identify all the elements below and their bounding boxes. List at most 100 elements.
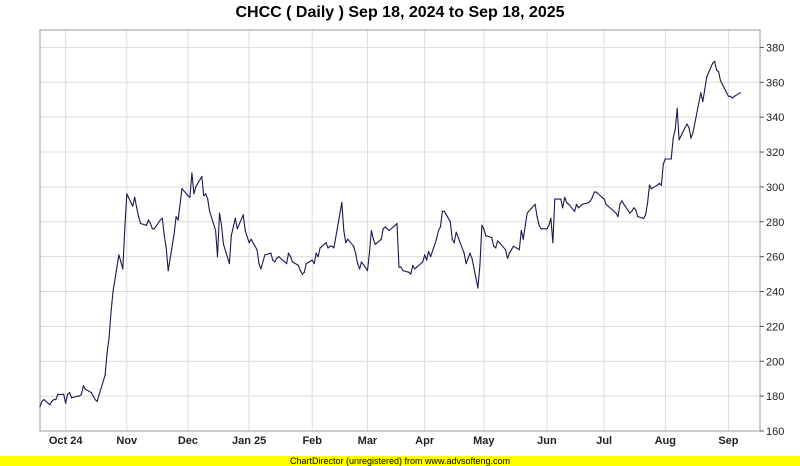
data-point [402,270,404,272]
data-point [499,242,501,244]
data-point [577,207,580,209]
data-point [384,226,386,228]
x-tick-label: Aug [655,435,676,447]
data-point [658,182,661,184]
data-point [313,263,315,265]
data-point [317,256,319,258]
data-point [120,261,122,263]
y-tick-label: 180 [766,391,784,403]
y-tick-label: 340 [766,112,784,124]
data-point [291,261,294,263]
data-point [124,228,126,230]
data-point [207,198,209,200]
data-point [601,196,603,198]
data-point [718,71,720,73]
y-tick-label: 320 [766,147,784,159]
data-point [218,212,221,214]
data-point [719,80,722,82]
data-point [118,254,120,256]
y-tick-label: 220 [766,321,784,333]
data-point [581,203,584,205]
data-point [106,351,108,354]
data-point [591,196,593,198]
data-point [733,95,736,97]
data-point [449,221,451,223]
data-point [341,202,343,204]
data-point [439,226,441,228]
data-point [574,210,576,212]
data-point [550,217,552,219]
data-point [554,198,556,200]
data-point [424,254,426,256]
data-point [315,252,317,254]
data-point [690,137,692,139]
data-point [493,245,495,247]
data-point [297,264,299,266]
data-point [136,207,138,209]
data-point [607,205,609,207]
data-point [303,271,305,273]
data-point [522,238,524,240]
data-point [674,128,676,130]
data-point [76,395,79,397]
data-point [55,399,57,401]
data-point [712,62,714,64]
data-point [270,252,272,254]
data-point [678,139,680,141]
data-point [49,404,51,406]
x-tick-label: Feb [302,435,322,447]
data-point [497,240,499,242]
data-point [465,263,467,265]
data-point [372,238,374,240]
data-point [161,217,163,219]
data-point [428,250,430,252]
data-point [331,245,333,247]
data-point [552,242,554,244]
data-point [664,158,666,160]
data-point [177,219,179,221]
data-point [67,393,69,395]
data-point [366,270,369,272]
data-point [479,264,481,266]
data-point [471,257,473,259]
data-point [355,252,357,254]
data-point [203,195,205,197]
data-point [510,249,513,251]
data-point [518,249,520,251]
data-point [151,228,153,230]
data-point [112,290,114,293]
data-point [621,200,623,202]
data-point [688,127,690,129]
data-point [412,264,414,266]
data-point [629,212,631,214]
data-point [256,249,258,251]
data-point [134,196,136,198]
data-point [698,102,700,104]
data-point [301,273,303,275]
y-tick-label: 280 [766,217,784,229]
data-point [483,228,485,230]
data-points [39,60,741,408]
data-point [623,203,625,205]
y-tick-label: 160 [766,426,784,438]
data-point [215,229,217,232]
data-point [382,228,384,230]
x-tick-label: Apr [415,435,435,447]
data-point [92,395,94,397]
data-point [526,212,528,214]
data-point [727,95,730,97]
data-point [650,188,653,190]
data-point [536,216,538,218]
data-point [451,238,453,240]
data-point [193,193,195,195]
data-point [347,238,349,240]
data-point [453,242,455,244]
data-point [546,228,548,230]
data-point [568,203,570,205]
data-point [430,256,432,258]
data-point [400,266,402,268]
data-point [250,238,252,240]
data-point [98,393,100,395]
y-tick-label: 360 [766,77,784,89]
data-point [396,222,398,225]
